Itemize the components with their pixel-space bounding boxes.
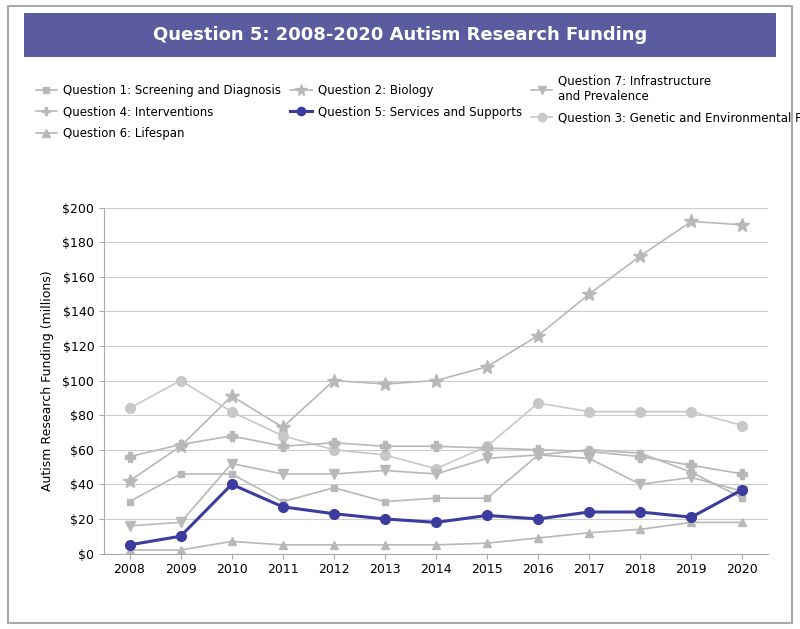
Y-axis label: Autism Research Funding (millions): Autism Research Funding (millions) bbox=[41, 270, 54, 491]
Legend: Question 1: Screening and Diagnosis, Question 4: Interventions, Question 6: Life: Question 1: Screening and Diagnosis, Que… bbox=[30, 69, 800, 147]
Text: Question 5: 2008-2020 Autism Research Funding: Question 5: 2008-2020 Autism Research Fu… bbox=[153, 26, 647, 43]
